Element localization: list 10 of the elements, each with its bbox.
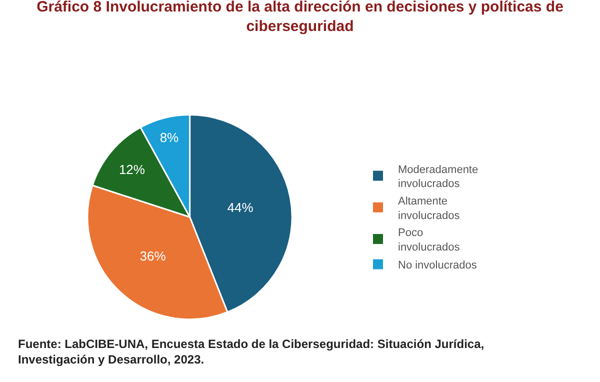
data-label: 8% xyxy=(160,130,180,146)
legend-label: Altamente involucrados xyxy=(398,196,460,222)
legend-label: No involucrados xyxy=(398,260,478,272)
data-label: 36% xyxy=(140,248,166,264)
chart-title: Gráfico 8 Involucramiento de la alta dirección en decisiones y políticas de ciberseguridad xyxy=(36,0,564,35)
data-label: 12% xyxy=(118,162,146,177)
legend-label: Poco involucrados xyxy=(398,227,460,254)
legend-label: Moderadamente involucrados xyxy=(398,164,478,190)
data-label: 44% xyxy=(227,200,254,215)
source-note: Fuente: LabCIBE-UNA, Encuesta Estado de la Ciberseguridad: Situación Jurídica, Investigación y Desarrollo, 2023. xyxy=(18,337,484,367)
